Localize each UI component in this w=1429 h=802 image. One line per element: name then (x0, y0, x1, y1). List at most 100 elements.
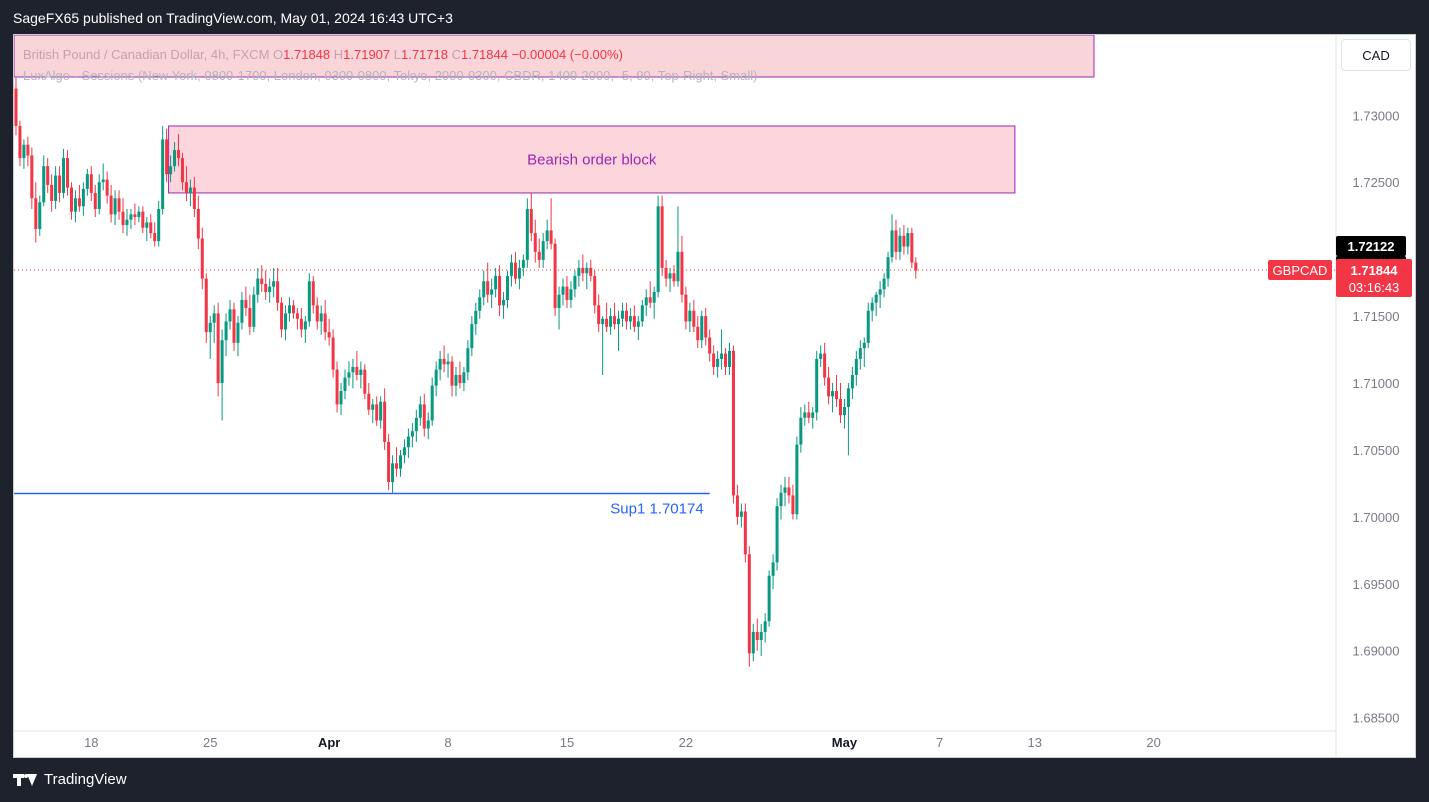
candle-body (696, 326, 700, 341)
candle (458, 361, 462, 389)
candle-body (406, 436, 410, 448)
candle (529, 192, 533, 242)
candle (771, 554, 775, 590)
candle-body (557, 294, 561, 309)
candle (652, 286, 656, 319)
candle-body (815, 358, 819, 413)
candle-body (73, 198, 77, 212)
candle (38, 195, 42, 236)
candle (236, 316, 240, 357)
candle-body (184, 182, 188, 193)
candle (716, 350, 720, 378)
candle-body (398, 455, 402, 469)
candle (184, 166, 188, 201)
candle-body (137, 211, 141, 218)
candle (50, 174, 54, 212)
candle (494, 267, 498, 298)
candle (113, 190, 117, 226)
candle (557, 286, 561, 330)
candle (442, 345, 446, 373)
candle-body (609, 316, 613, 327)
candle (180, 152, 184, 191)
candle-body (311, 281, 315, 306)
candle-body (724, 353, 728, 367)
candle (208, 316, 212, 359)
candle-body (121, 211, 125, 226)
x-tick-label: 7 (936, 735, 943, 750)
candle-body (58, 175, 62, 193)
candle (846, 383, 850, 456)
candle-body (426, 420, 430, 429)
candle (537, 238, 541, 268)
candle (161, 126, 165, 215)
candle (125, 209, 129, 236)
candle-body (387, 441, 391, 483)
candle (692, 300, 696, 333)
candle-body (846, 388, 850, 408)
candle-body (268, 286, 272, 292)
candle-body (823, 353, 827, 378)
candle-body (616, 318, 621, 325)
candle (688, 302, 692, 333)
candle (525, 198, 529, 268)
candle-body (490, 289, 494, 295)
candle-body (379, 401, 383, 421)
candle-body (537, 251, 541, 260)
candle (490, 278, 494, 309)
candle (720, 329, 724, 370)
candle (795, 436, 799, 520)
candle (605, 302, 609, 333)
candle-body (549, 230, 553, 244)
candle-body (149, 222, 153, 234)
candle (470, 316, 474, 357)
candle (823, 342, 827, 386)
candle (232, 302, 236, 351)
publish-bar: SageFX65 published on TradingView.com, M… (0, 0, 1429, 34)
current-price-badge (1336, 259, 1412, 298)
candle-body (85, 174, 89, 189)
candle-body (34, 198, 38, 230)
candle (842, 399, 846, 429)
candle-body (521, 259, 525, 268)
candle (14, 77, 18, 136)
candle (30, 147, 34, 209)
candle (438, 350, 442, 381)
candle-body (640, 305, 644, 322)
chart-canvas[interactable]: Bearish order block Res1 1.73350Sup1 1.7… (13, 34, 1415, 757)
candle-body (585, 267, 589, 274)
candle-body (763, 621, 767, 632)
tradingview-logo[interactable]: TradingView (13, 771, 127, 788)
candle-body (438, 358, 442, 370)
candle (466, 340, 470, 381)
candle (668, 267, 672, 292)
x-tick-label: 18 (84, 735, 98, 750)
candle (224, 313, 228, 357)
candle-body (803, 412, 807, 418)
candle-body (228, 309, 232, 322)
candle (434, 361, 438, 397)
candle (454, 366, 458, 397)
candle-body (129, 214, 133, 220)
candle-body (180, 158, 184, 183)
candle (502, 291, 506, 319)
candle (533, 219, 537, 263)
candle-body (525, 209, 529, 260)
candle (323, 300, 327, 341)
candle (315, 297, 319, 330)
candle-body (26, 144, 30, 156)
candle-body (561, 286, 565, 295)
candle (862, 337, 866, 367)
candle-body (30, 155, 34, 199)
candle-body (727, 350, 732, 367)
candle (498, 265, 502, 317)
candle (387, 433, 391, 491)
candle (890, 214, 894, 263)
candle (244, 286, 248, 317)
candle-body (414, 417, 418, 432)
candle-body (367, 393, 371, 410)
candle (815, 350, 819, 421)
candle-body (482, 281, 486, 298)
candle-body (624, 310, 628, 322)
candle-body (894, 230, 898, 252)
currency-button[interactable]: CAD (1341, 39, 1411, 71)
